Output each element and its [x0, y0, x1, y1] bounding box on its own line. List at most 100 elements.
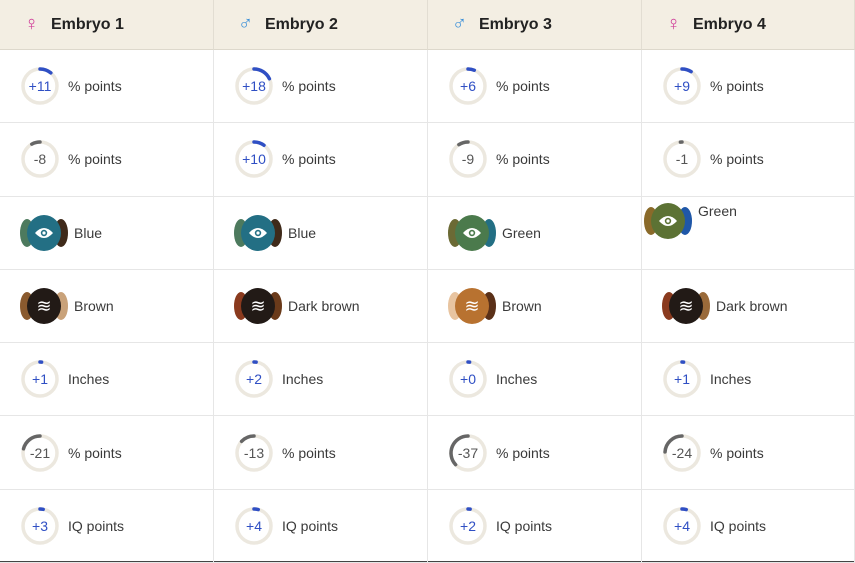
table-cell: Green: [642, 196, 855, 270]
score-ring: -24: [662, 433, 702, 473]
score-ring: +2: [448, 506, 488, 546]
table-cell: +18 % points: [214, 50, 428, 124]
unit-label: Inches: [282, 371, 324, 388]
female-icon: ♀: [24, 13, 39, 35]
score-ring: -9: [448, 139, 488, 179]
score-ring: +1: [20, 359, 60, 399]
table-cell: +10 % points: [214, 123, 428, 197]
score-ring: +9: [662, 66, 702, 106]
score-arc: [680, 507, 688, 512]
score-arc: [252, 140, 266, 148]
hair-color-label: Brown: [74, 298, 114, 315]
score-value: +1: [674, 371, 690, 388]
female-icon: ♀: [666, 13, 681, 35]
table-cell: +2 IQ points: [428, 489, 642, 563]
score-arc: [252, 67, 272, 81]
score-ring: +4: [234, 506, 274, 546]
score-arc: [449, 433, 470, 467]
score-arc: [663, 433, 684, 454]
score-value: -21: [29, 444, 51, 461]
score-value: +4: [674, 517, 690, 534]
embryo-title: Embryo 4: [693, 15, 766, 33]
table-cell: -1 % points: [642, 123, 855, 197]
unit-label: Inches: [68, 371, 110, 388]
table-cell: -13 % points: [214, 416, 428, 490]
hair-color-icon: ≋: [662, 288, 710, 325]
male-icon: ♂: [238, 13, 253, 35]
table-cell: -8 % points: [0, 123, 214, 197]
table-cell: +2 Inches: [214, 343, 428, 417]
score-value: +1: [32, 371, 48, 388]
table-cell: Blue: [0, 196, 214, 270]
score-value: +6: [460, 78, 476, 95]
score-ring: -13: [234, 433, 274, 473]
unit-label: % points: [68, 444, 122, 461]
score-value: +11: [28, 78, 52, 95]
unit-label: % points: [496, 78, 550, 95]
score-ring: +10: [234, 139, 274, 179]
hair-color-label: Brown: [502, 298, 542, 315]
score-ring: +3: [20, 506, 60, 546]
eye-color-icon: [448, 214, 496, 251]
table-cell: +4 IQ points: [214, 489, 428, 563]
column-header: ♀ Embryo 1: [0, 0, 214, 50]
column-header: ♀ Embryo 4: [642, 0, 855, 50]
table-cell: +6 % points: [428, 50, 642, 124]
unit-label: % points: [282, 151, 336, 168]
score-value: -9: [461, 151, 475, 168]
table-cell: ≋ Dark brown: [214, 269, 428, 344]
table-cell: ≋ Brown: [0, 269, 214, 344]
score-value: -1: [675, 151, 689, 168]
score-arc: [457, 140, 470, 147]
eye-color-icon: [234, 214, 282, 251]
hair-color-icon: ≋: [234, 288, 282, 325]
unit-label: Inches: [710, 371, 752, 388]
score-arc: [239, 433, 256, 443]
hair-color-label: Dark brown: [716, 298, 788, 315]
unit-label: % points: [710, 78, 764, 95]
hair-color-icon: ≋: [20, 288, 68, 325]
eye-color-icon: [644, 202, 692, 239]
hair-color-label: Dark brown: [288, 298, 360, 315]
unit-label: IQ points: [496, 517, 553, 534]
eye-color-label: Blue: [288, 224, 317, 241]
table-cell: +3 IQ points: [0, 489, 214, 563]
score-ring: +6: [448, 66, 488, 106]
unit-label: % points: [496, 444, 550, 461]
embryo-title: Embryo 1: [51, 15, 124, 33]
unit-label: % points: [68, 78, 122, 95]
score-ring: -8: [20, 139, 60, 179]
score-value: -13: [243, 444, 265, 461]
score-value: -37: [457, 444, 479, 461]
eye-color-icon: [20, 214, 68, 251]
score-ring: +11: [20, 66, 60, 106]
column-header: ♂ Embryo 3: [428, 0, 642, 50]
table-cell: -24 % points: [642, 416, 855, 490]
score-ring: +1: [662, 359, 702, 399]
male-icon: ♂: [452, 13, 467, 35]
unit-label: IQ points: [710, 517, 767, 534]
score-ring: +0: [448, 359, 488, 399]
unit-label: % points: [282, 78, 336, 95]
score-arc: [252, 507, 260, 512]
table-cell: ≋ Dark brown: [642, 269, 855, 344]
score-ring: +18: [234, 66, 274, 106]
unit-label: IQ points: [68, 517, 125, 534]
table-cell: +4 IQ points: [642, 489, 855, 563]
table-cell: +11 % points: [0, 50, 214, 124]
unit-label: % points: [710, 151, 764, 168]
eye-color-label: Blue: [74, 224, 103, 241]
score-value: +18: [242, 78, 266, 95]
eye-color-label: Green: [698, 202, 737, 219]
table-cell: Green: [428, 196, 642, 270]
unit-label: % points: [68, 151, 122, 168]
score-ring: +2: [234, 359, 274, 399]
table-cell: ≋ Brown: [428, 269, 642, 344]
score-ring: -1: [662, 139, 702, 179]
table-cell: Blue: [214, 196, 428, 270]
score-value: +10: [242, 151, 266, 168]
table-cell: -37 % points: [428, 416, 642, 490]
table-cell: +1 Inches: [642, 343, 855, 417]
table-cell: +9 % points: [642, 50, 855, 124]
